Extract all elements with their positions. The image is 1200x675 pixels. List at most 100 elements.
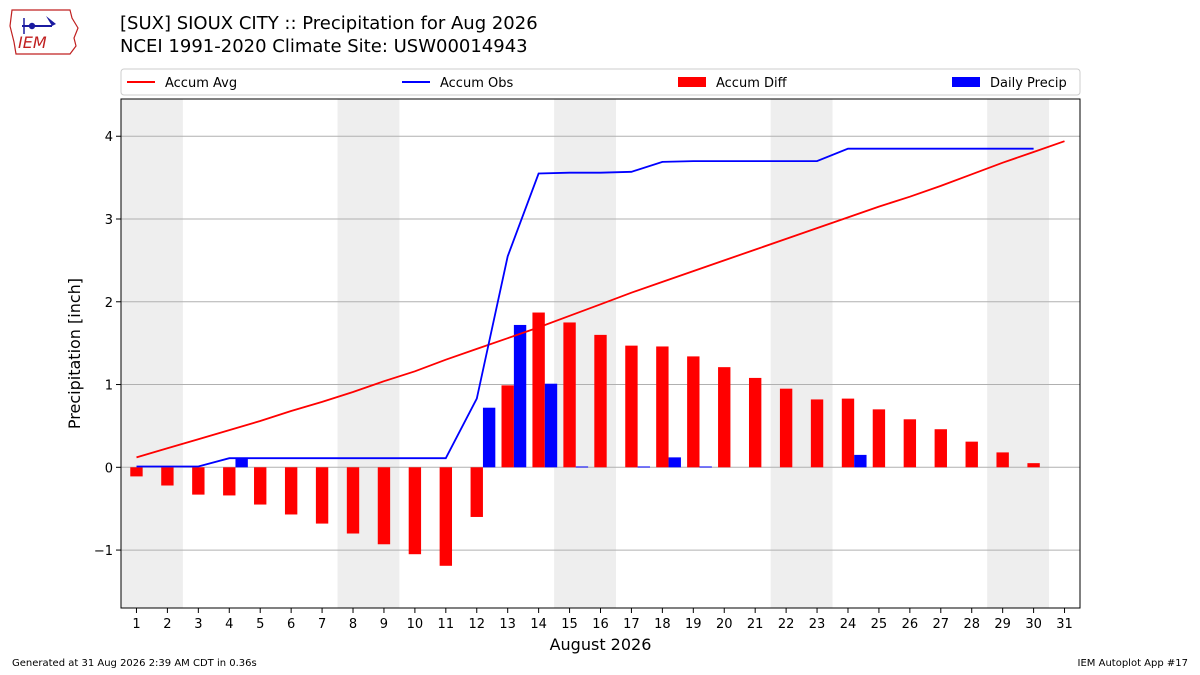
legend: Accum Avg Accum Obs Accum Diff Daily Precip xyxy=(120,68,1081,96)
iem-logo: IEM xyxy=(8,6,80,62)
x-tick-label: 8 xyxy=(349,617,357,632)
legend-daily-precip-swatch xyxy=(952,77,980,87)
plot-frame xyxy=(120,98,1081,609)
accum-diff-bar xyxy=(254,467,267,505)
chart-subtitle: NCEI 1991-2020 Climate Site: USW00014943 xyxy=(120,36,528,57)
x-tick-label: 29 xyxy=(994,617,1011,632)
generated-note: Generated at 31 Aug 2026 2:39 AM CDT in … xyxy=(12,658,257,669)
accum-diff-bar xyxy=(625,345,638,468)
accum-diff-bar xyxy=(748,377,762,468)
accum-diff-bar xyxy=(810,399,824,468)
x-tick-label: 12 xyxy=(468,617,485,632)
lines xyxy=(136,140,1065,468)
accum-diff-bar xyxy=(346,467,360,534)
y-tick-label: −1 xyxy=(94,544,113,559)
accum-diff-bar xyxy=(996,452,1009,468)
accum-diff-bar xyxy=(965,441,978,468)
x-tick-label: 10 xyxy=(407,617,424,632)
accum-diff-bar xyxy=(315,467,329,524)
logo-text: IEM xyxy=(18,33,47,52)
x-tick-label: 3 xyxy=(194,617,202,632)
x-tick-label: 6 xyxy=(287,617,295,632)
x-tick-label: 5 xyxy=(256,617,264,632)
accum-diff-bar xyxy=(841,398,855,468)
x-tick-label: 23 xyxy=(809,617,826,632)
x-tick-label: 16 xyxy=(592,617,609,632)
x-axis-label: August 2026 xyxy=(550,635,652,654)
legend-accum-obs-label: Accum Obs xyxy=(440,76,513,91)
x-tick-label: 22 xyxy=(778,617,795,632)
accum-diff-bar xyxy=(439,467,453,566)
accum-diff-bar xyxy=(934,429,947,468)
legend-accum-diff-label: Accum Diff xyxy=(716,76,788,91)
accum-diff-bar xyxy=(718,367,731,468)
legend-accum-avg-label: Accum Avg xyxy=(165,76,237,91)
accum-diff-bar xyxy=(1027,463,1040,468)
accum-diff-bar xyxy=(192,467,205,495)
x-tick-label: 27 xyxy=(933,617,950,632)
x-tick-label: 26 xyxy=(902,617,919,632)
y-axis-label: Precipitation [inch] xyxy=(65,278,84,429)
x-tick-label: 30 xyxy=(1025,617,1042,632)
x-tick-label: 17 xyxy=(623,617,640,632)
y-tick-label: 2 xyxy=(105,296,113,311)
y-tick-label: 3 xyxy=(105,213,113,228)
weekend-band xyxy=(770,99,833,608)
weekend-band xyxy=(337,99,400,608)
x-tick-label: 14 xyxy=(530,617,547,632)
daily-precip-bar xyxy=(699,466,712,468)
daily-precip-bar xyxy=(513,324,527,468)
daily-precip-bar xyxy=(575,466,589,468)
legend-box xyxy=(120,68,1081,96)
x-tick-label: 24 xyxy=(840,617,857,632)
x-tick-label: 19 xyxy=(685,617,702,632)
daily-precip-bar xyxy=(235,459,248,468)
y-tick-label: 4 xyxy=(105,130,113,145)
y-tick-label: 1 xyxy=(105,379,113,394)
weekend-band xyxy=(554,99,616,608)
x-tick-label: 18 xyxy=(654,617,671,632)
accum-diff-bar xyxy=(408,467,422,555)
x-tick-label: 11 xyxy=(438,617,455,632)
accum-diff-bar xyxy=(130,467,143,477)
x-tick-label: 20 xyxy=(716,617,733,632)
accum-diff-bar xyxy=(284,467,298,515)
daily-precip-bar xyxy=(668,457,681,468)
daily-precip-bar xyxy=(637,466,650,468)
accum-diff-bar xyxy=(687,356,700,468)
accum-diff-bar xyxy=(594,334,607,468)
accum-diff-bar xyxy=(223,467,236,496)
bars xyxy=(130,312,1040,566)
weekend-band xyxy=(121,99,183,608)
daily-precip-bar xyxy=(854,454,867,468)
accum-diff-bar xyxy=(872,409,886,468)
accum-diff-bar xyxy=(779,388,793,468)
x-tick-label: 7 xyxy=(318,617,326,632)
x-tick-label: 9 xyxy=(380,617,388,632)
accum-diff-bar xyxy=(470,467,483,517)
x-tick-label: 4 xyxy=(225,617,233,632)
legend-accum-diff-swatch xyxy=(678,77,706,87)
accum-avg-line xyxy=(136,140,1065,459)
x-tick-label: 13 xyxy=(499,617,516,632)
chart-title-block: [SUX] SIOUX CITY :: Precipitation for Au… xyxy=(120,12,538,58)
x-tick-label: 28 xyxy=(963,617,980,632)
accum-diff-bar xyxy=(563,322,576,468)
chart-title: [SUX] SIOUX CITY :: Precipitation for Au… xyxy=(120,13,538,34)
weekend-shading xyxy=(121,99,1050,608)
y-tick-label: 0 xyxy=(105,461,113,476)
x-tick-label: 25 xyxy=(871,617,888,632)
daily-precip-bar xyxy=(544,383,558,468)
accum-diff-bar xyxy=(656,346,669,468)
accum-diff-bar xyxy=(903,419,917,468)
x-tick-label: 31 xyxy=(1056,617,1073,632)
app-note: IEM Autoplot App #17 xyxy=(1077,658,1188,669)
x-tick-label: 15 xyxy=(561,617,578,632)
legend-daily-precip-label: Daily Precip xyxy=(990,76,1067,91)
weekend-band xyxy=(987,99,1050,608)
accum-obs-line xyxy=(136,147,1034,468)
accum-diff-bar xyxy=(161,467,174,486)
daily-precip-bar xyxy=(482,407,496,468)
